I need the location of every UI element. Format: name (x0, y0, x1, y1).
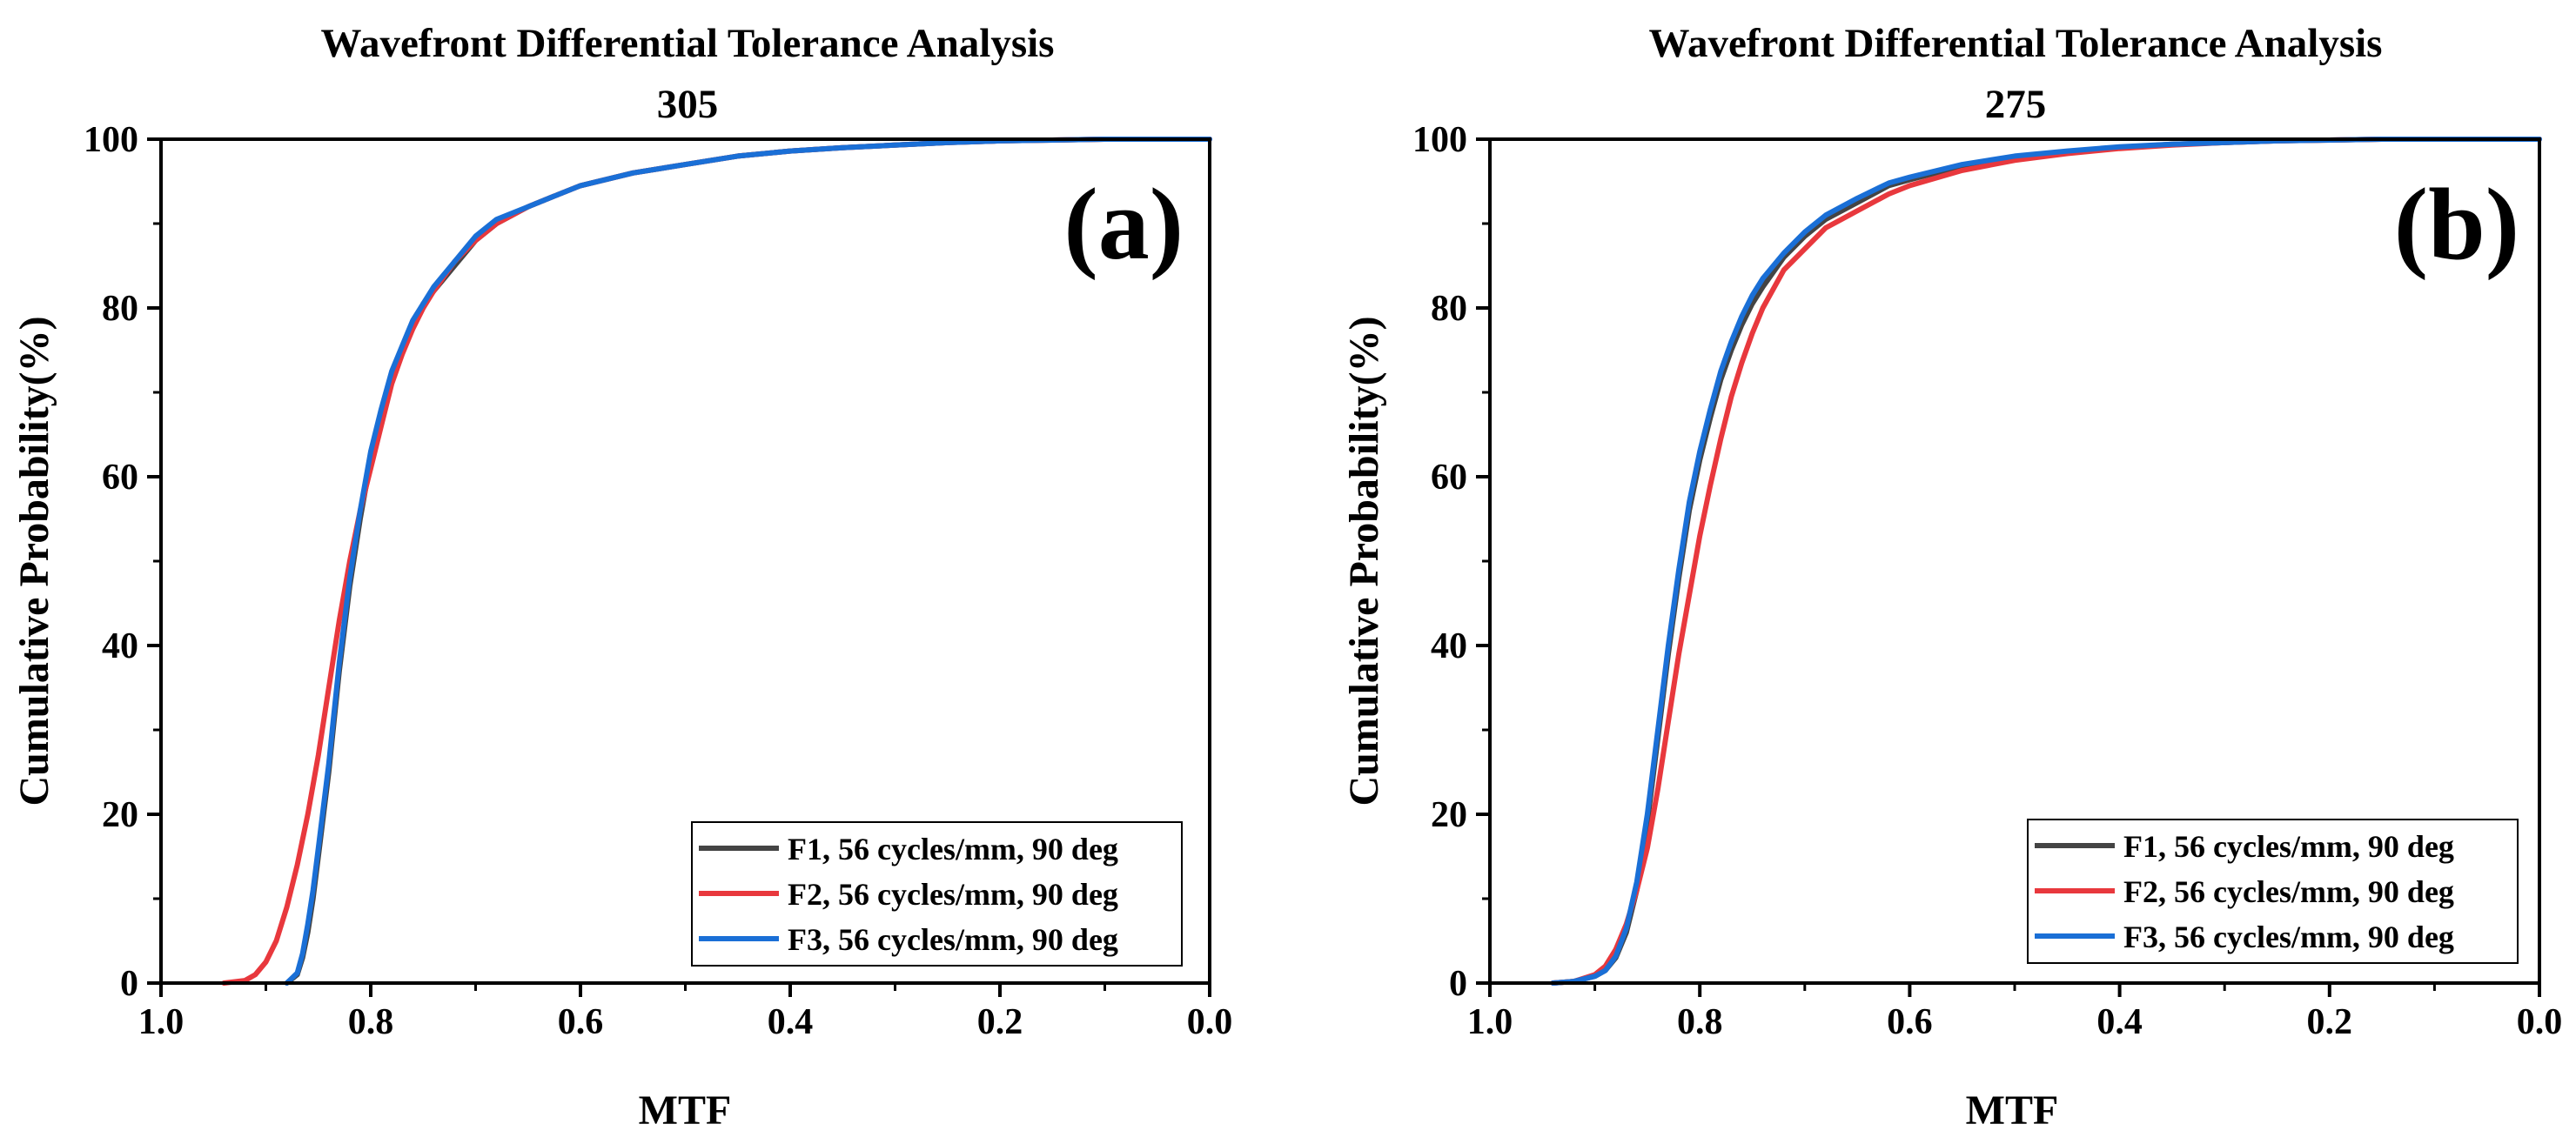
x-tick-label: 0.4 (2096, 1002, 2143, 1042)
axis-ticks: 1.0 0.8 0.6 0.4 0.2 0.0 0 20 40 60 80 100 (1412, 120, 2562, 1042)
chart-subtitle: 275 (1985, 82, 2047, 127)
legend-entry-f2: F2, 56 cycles/mm, 90 deg (788, 877, 1118, 912)
x-tick-label: 0.6 (558, 1002, 604, 1042)
series-line-f3 (284, 137, 1212, 986)
legend-entry-f3: F3, 56 cycles/mm, 90 deg (2123, 920, 2454, 954)
series-line-f3 (1550, 137, 2542, 986)
y-tick-label: 100 (1412, 120, 1467, 160)
chart-title: Wavefront Differential Tolerance Analysi… (1649, 21, 2383, 66)
x-tick-label: 0.6 (1887, 1002, 1933, 1042)
axis-ticks: 1.0 0.8 0.6 0.4 0.2 0.0 0 20 40 60 80 100 (84, 120, 1232, 1042)
series-lines (221, 137, 1212, 986)
y-tick-label: 20 (102, 795, 138, 835)
y-tick-label: 80 (1431, 289, 1467, 329)
panel-label: (b) (2394, 167, 2519, 281)
legend-entry-f2: F2, 56 cycles/mm, 90 deg (2123, 874, 2454, 909)
legend: F1, 56 cycles/mm, 90 deg F2, 56 cycles/m… (2027, 819, 2519, 964)
chart-title: Wavefront Differential Tolerance Analysi… (321, 21, 1055, 66)
y-axis-label: Cumulative Probability(%) (1341, 316, 1387, 806)
x-tick-label: 0.2 (977, 1002, 1023, 1042)
y-tick-label: 0 (120, 964, 138, 1004)
chart-subtitle: 305 (657, 82, 719, 127)
x-tick-label: 1.0 (138, 1002, 184, 1042)
y-tick-label: 20 (1431, 795, 1467, 835)
x-axis-label: MTF (1966, 1087, 2059, 1134)
y-tick-label: 0 (1449, 964, 1467, 1004)
panel-label: (a) (1063, 167, 1184, 281)
x-tick-label: 0.8 (348, 1002, 394, 1042)
y-tick-label: 60 (102, 458, 138, 498)
x-tick-label: 0.2 (2307, 1002, 2353, 1042)
y-tick-label: 80 (102, 289, 138, 329)
series-lines (1550, 137, 2542, 986)
y-tick-label: 60 (1431, 458, 1467, 498)
chart-panel-b: Wavefront Differential Tolerance Analysi… (1341, 21, 2562, 1134)
legend-entry-f3: F3, 56 cycles/mm, 90 deg (788, 922, 1118, 957)
plot-frame (1488, 137, 2541, 985)
y-tick-label: 40 (102, 626, 138, 666)
legend: F1, 56 cycles/mm, 90 deg F2, 56 cycles/m… (691, 821, 1183, 967)
y-axis-label: Cumulative Probability(%) (11, 316, 57, 806)
x-tick-label: 0.0 (2517, 1002, 2563, 1042)
x-axis-label: MTF (639, 1087, 732, 1134)
chart-panel-a: Wavefront Differential Tolerance Analysi… (11, 21, 1232, 1134)
y-tick-label: 40 (1431, 626, 1467, 666)
x-tick-label: 0.0 (1187, 1002, 1233, 1042)
legend-entry-f1: F1, 56 cycles/mm, 90 deg (788, 832, 1118, 866)
x-tick-label: 0.4 (768, 1002, 814, 1042)
y-tick-label: 100 (84, 120, 138, 160)
plot-frame (159, 137, 1211, 985)
legend-entry-f1: F1, 56 cycles/mm, 90 deg (2123, 829, 2454, 864)
x-tick-label: 1.0 (1467, 1002, 1513, 1042)
x-tick-label: 0.8 (1677, 1002, 1723, 1042)
